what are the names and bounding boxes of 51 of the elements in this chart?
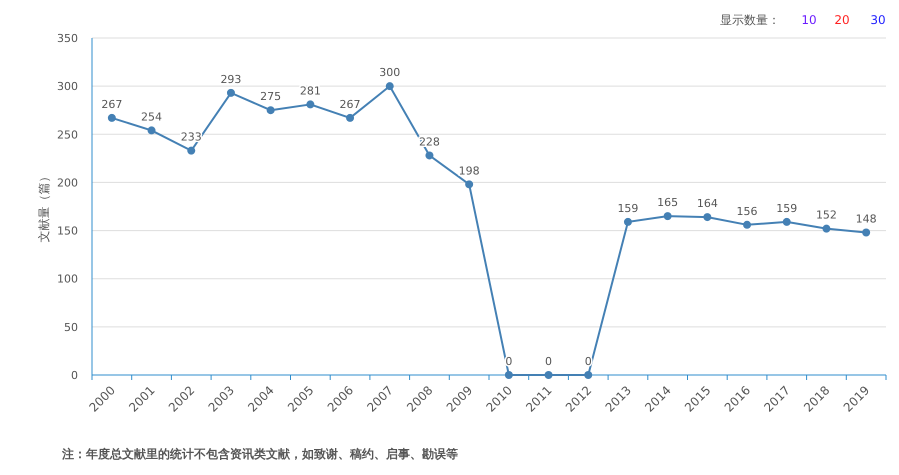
y-tick-label: 250 xyxy=(57,128,78,142)
data-label: 0 xyxy=(584,355,592,368)
point xyxy=(425,151,434,160)
point xyxy=(226,88,235,97)
point xyxy=(504,371,513,379)
data-label: 0 xyxy=(545,355,552,368)
text: 显示数量： xyxy=(720,13,780,27)
point xyxy=(346,114,354,122)
point xyxy=(862,228,870,236)
point xyxy=(544,371,553,379)
point xyxy=(584,371,592,379)
point xyxy=(743,220,752,229)
data-label: 267 xyxy=(340,98,361,111)
data-label: 267 xyxy=(101,98,122,111)
data-label: 148 xyxy=(856,212,877,226)
data-label: 198 xyxy=(458,164,480,178)
data-label: 152 xyxy=(816,208,837,222)
point xyxy=(664,212,672,220)
y-tick-label: 350 xyxy=(57,32,78,45)
y-tick-label: 300 xyxy=(57,80,78,94)
text: 20 xyxy=(834,13,850,27)
text: 30 xyxy=(870,13,886,27)
data-label: 159 xyxy=(617,202,638,215)
point xyxy=(822,224,830,233)
data-label: 156 xyxy=(736,204,758,218)
data-label: 159 xyxy=(776,202,798,215)
point xyxy=(624,218,632,226)
data-label: 293 xyxy=(220,72,242,86)
point xyxy=(148,126,156,134)
point xyxy=(703,213,712,222)
point xyxy=(108,114,116,122)
y-tick-label: 0 xyxy=(71,369,78,382)
y-axis-title: 文献量（篇） xyxy=(37,170,51,242)
point xyxy=(782,218,791,226)
point xyxy=(306,100,314,108)
data-label: 164 xyxy=(696,197,718,210)
text: 10 xyxy=(801,13,817,27)
y-tick-label: 100 xyxy=(57,272,78,286)
point xyxy=(465,180,474,188)
y-tick-label: 200 xyxy=(57,176,78,190)
data-label: 275 xyxy=(260,90,282,104)
data-label: 300 xyxy=(379,66,400,80)
data-label: 281 xyxy=(300,84,321,98)
point xyxy=(386,82,394,90)
y-tick-label: 150 xyxy=(57,224,78,238)
data-label: 254 xyxy=(141,110,162,124)
point xyxy=(187,146,196,155)
point xyxy=(266,106,275,114)
text: 注：年度总文献里的统计不包含资讯类文献，如致谢、稿约、启事、勘误等 xyxy=(61,447,458,461)
data-label: 165 xyxy=(657,196,678,210)
y-tick-label: 50 xyxy=(64,320,78,334)
